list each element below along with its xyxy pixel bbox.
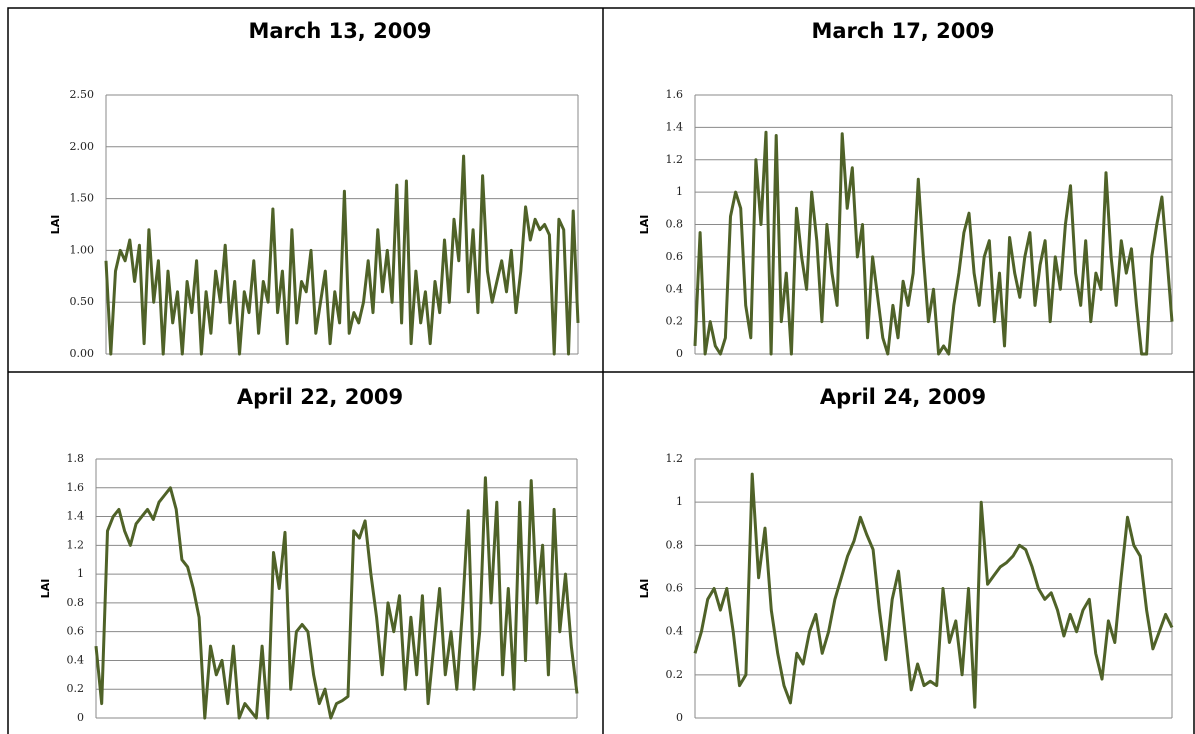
y-axis-label: LAI [638,579,651,599]
y-tick-label: 1 [77,567,84,580]
y-tick-label: 1.50 [70,192,95,205]
y-tick-label: 0.2 [666,315,684,328]
y-tick-label: 0.2 [67,682,85,695]
chart-title: April 24, 2009 [820,385,986,409]
data-line [693,472,1174,709]
y-tick-label: 1.6 [666,88,684,101]
table-border [7,7,1195,734]
y-axis-label: LAI [638,215,651,235]
chart-title: April 22, 2009 [237,385,403,409]
y-tick-label: 0.8 [67,596,85,609]
y-tick-label: 0.6 [666,582,684,595]
y-tick-label: 0 [676,711,683,724]
y-tick-label: 0.8 [666,538,684,551]
y-tick-label: 1.2 [67,538,85,551]
y-tick-label: 2.50 [70,88,95,101]
y-tick-label: 0.4 [67,653,85,666]
y-tick-label: 0.00 [70,347,95,360]
y-tick-label: 0 [77,711,84,724]
y-tick-label: 1.6 [67,481,85,494]
y-tick-label: 1 [676,185,683,198]
data-line [104,154,580,356]
y-axis-label: LAI [49,215,62,235]
y-axis-label: LAI [39,579,52,599]
chart-title: March 17, 2009 [811,19,994,43]
y-tick-label: 1.00 [70,243,95,256]
y-tick-label: 0.6 [666,250,684,263]
y-tick-label: 0 [676,347,683,360]
y-tick-label: 0.2 [666,668,684,681]
y-tick-label: 1.8 [67,452,85,465]
y-tick-label: 0.4 [666,282,684,295]
y-tick-label: 0.8 [666,218,684,231]
y-tick-label: 0.50 [70,295,95,308]
y-tick-label: 0.6 [67,625,85,638]
y-tick-label: 1.4 [67,510,85,523]
y-tick-label: 1.2 [666,452,684,465]
y-tick-label: 0.4 [666,625,684,638]
chart-title: March 13, 2009 [248,19,431,43]
y-tick-label: 1.2 [666,153,684,166]
y-tick-label: 1 [676,495,683,508]
y-tick-label: 2.00 [70,140,95,153]
data-line [94,476,579,720]
data-line [693,130,1174,356]
y-tick-label: 1.4 [666,120,684,133]
